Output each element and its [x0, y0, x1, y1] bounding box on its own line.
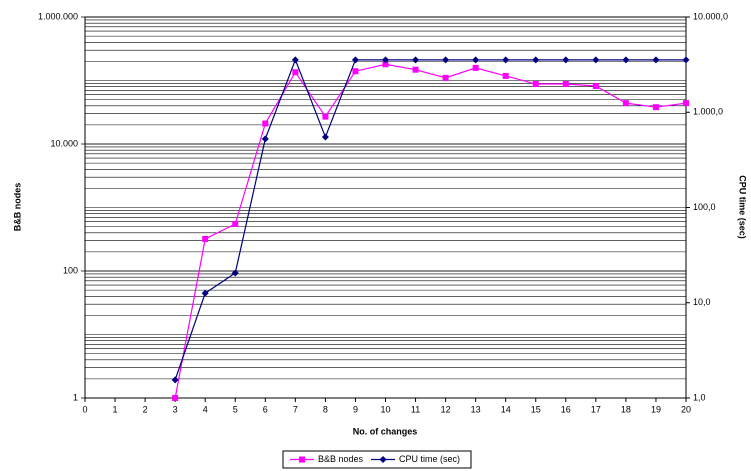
x-tick-label: 9	[353, 404, 358, 414]
x-tick-label: 0	[82, 404, 87, 414]
x-tick-label: 7	[293, 404, 298, 414]
legend-box	[282, 450, 472, 469]
x-tick-label: 14	[501, 404, 511, 414]
marker	[351, 56, 359, 64]
x-tick-label: 16	[561, 404, 571, 414]
marker	[201, 289, 209, 297]
marker	[562, 81, 569, 88]
marker	[232, 220, 239, 227]
y-tick-label: 1	[73, 392, 78, 402]
x-tick-label: 3	[173, 404, 178, 414]
x-tick-label: 19	[651, 404, 661, 414]
x-tick-label: 20	[681, 404, 691, 414]
x-axis-title: No. of changes	[353, 426, 418, 436]
x-tick-label: 8	[323, 404, 328, 414]
y2-axis-title: CPU time (sec)	[738, 175, 748, 239]
marker	[652, 56, 660, 64]
x-tick-label: 10	[380, 404, 390, 414]
legend-label: B&B nodes	[318, 454, 364, 464]
marker	[172, 395, 179, 401]
marker	[562, 56, 570, 64]
y-tick-label: 10.000	[50, 138, 78, 148]
x-tick-label: 1	[113, 404, 118, 414]
x-tick-label: 5	[233, 404, 238, 414]
marker	[261, 135, 269, 143]
marker	[442, 74, 449, 81]
marker	[502, 56, 510, 64]
legend-marker	[379, 456, 387, 463]
marker	[321, 133, 329, 141]
marker	[682, 56, 690, 64]
marker	[382, 61, 389, 68]
x-tick-label: 2	[143, 404, 148, 414]
legend-label: CPU time (sec)	[399, 454, 460, 464]
marker	[652, 104, 659, 111]
marker	[291, 56, 299, 64]
marker	[683, 100, 689, 107]
plot-frame	[84, 16, 687, 399]
y2-tick-label: 100,0	[693, 202, 716, 212]
marker	[502, 72, 509, 79]
x-tick-label: 11	[411, 404, 420, 414]
series-line	[174, 58, 686, 381]
x-tick-label: 17	[591, 404, 601, 414]
x-tick-label: 12	[441, 404, 451, 414]
marker	[442, 56, 450, 64]
y-axis-title: B&B nodes	[12, 183, 22, 232]
x-tick-label: 13	[471, 404, 481, 414]
x-tick-label: 15	[531, 404, 541, 414]
marker	[412, 66, 419, 73]
marker	[592, 82, 599, 89]
marker	[322, 113, 329, 120]
marker	[532, 81, 539, 88]
marker	[472, 64, 479, 71]
series-line	[174, 63, 687, 399]
marker	[382, 56, 389, 64]
marker	[622, 56, 630, 64]
y2-tick-label: 1.000,0	[693, 107, 723, 117]
x-tick-label: 18	[621, 404, 631, 414]
marker	[622, 100, 629, 107]
legend-marker	[299, 456, 305, 463]
marker	[472, 56, 480, 64]
marker	[202, 235, 209, 242]
marker	[231, 269, 239, 277]
marker	[292, 69, 299, 76]
x-tick-label: 4	[203, 404, 208, 414]
marker	[352, 68, 359, 75]
y2-tick-label: 10,0	[693, 297, 711, 307]
marker	[171, 376, 179, 384]
x-tick-label: 6	[263, 404, 268, 414]
y2-tick-label: 1,0	[693, 392, 706, 402]
marker	[412, 56, 420, 64]
y-tick-label: 1.000.000	[38, 11, 78, 21]
marker	[592, 56, 600, 64]
marker	[262, 120, 269, 127]
y2-tick-label: 10.000,0	[693, 11, 728, 21]
y-tick-label: 100	[63, 265, 78, 275]
marker	[532, 56, 540, 64]
